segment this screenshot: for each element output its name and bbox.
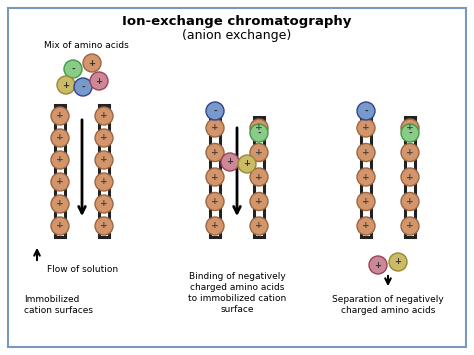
Text: -: - [364, 106, 368, 115]
Text: +: + [211, 124, 219, 132]
Text: +: + [56, 133, 64, 142]
Circle shape [357, 192, 375, 211]
Text: +: + [406, 173, 414, 181]
Circle shape [206, 143, 224, 162]
Circle shape [357, 102, 375, 120]
Text: +: + [394, 257, 401, 267]
Circle shape [401, 143, 419, 162]
Circle shape [95, 129, 113, 147]
Text: -: - [257, 129, 261, 137]
Text: +: + [255, 222, 263, 230]
Circle shape [95, 173, 113, 191]
Circle shape [401, 192, 419, 211]
Text: Immobilized
cation surfaces: Immobilized cation surfaces [24, 295, 93, 315]
Text: +: + [211, 148, 219, 157]
Circle shape [51, 173, 69, 191]
Text: Binding of negatively
charged amino acids
to immobilized cation
surface: Binding of negatively charged amino acid… [188, 272, 286, 314]
Circle shape [389, 253, 407, 271]
Text: -: - [408, 129, 412, 137]
Circle shape [90, 72, 108, 90]
Text: +: + [255, 173, 263, 181]
Text: +: + [406, 222, 414, 230]
Text: +: + [227, 158, 234, 166]
Text: Ion-exchange chromatography: Ion-exchange chromatography [122, 16, 352, 28]
Text: +: + [100, 222, 108, 230]
Circle shape [357, 143, 375, 162]
Text: +: + [100, 200, 108, 208]
Text: -: - [71, 65, 75, 73]
Text: +: + [406, 197, 414, 206]
Text: +: + [255, 124, 263, 132]
Text: +: + [211, 197, 219, 206]
Text: Flow of solution: Flow of solution [47, 264, 118, 273]
Circle shape [250, 143, 268, 162]
Circle shape [401, 168, 419, 186]
Circle shape [206, 102, 224, 120]
Text: +: + [100, 178, 108, 186]
Circle shape [95, 151, 113, 169]
Circle shape [51, 195, 69, 213]
Circle shape [51, 151, 69, 169]
Circle shape [51, 107, 69, 125]
Circle shape [206, 119, 224, 137]
Text: +: + [255, 197, 263, 206]
Text: +: + [100, 111, 108, 120]
Circle shape [250, 217, 268, 235]
Text: +: + [211, 173, 219, 181]
Circle shape [95, 107, 113, 125]
Circle shape [206, 192, 224, 211]
Circle shape [57, 76, 75, 94]
Circle shape [95, 195, 113, 213]
Circle shape [206, 168, 224, 186]
Circle shape [51, 217, 69, 235]
Text: +: + [100, 133, 108, 142]
Circle shape [357, 168, 375, 186]
Circle shape [250, 124, 268, 142]
Text: -: - [213, 106, 217, 115]
Text: +: + [56, 155, 64, 164]
Text: +: + [56, 111, 64, 120]
Circle shape [51, 129, 69, 147]
Circle shape [357, 119, 375, 137]
Circle shape [401, 217, 419, 235]
Text: +: + [244, 159, 250, 169]
Circle shape [74, 78, 92, 96]
Text: -: - [81, 82, 85, 92]
Text: +: + [362, 148, 370, 157]
Circle shape [250, 192, 268, 211]
Text: Separation of negatively
charged amino acids: Separation of negatively charged amino a… [332, 295, 444, 315]
Circle shape [238, 155, 256, 173]
Text: +: + [56, 178, 64, 186]
Circle shape [206, 217, 224, 235]
Text: +: + [362, 197, 370, 206]
Text: +: + [100, 155, 108, 164]
Text: +: + [255, 148, 263, 157]
Circle shape [64, 60, 82, 78]
Text: +: + [406, 124, 414, 132]
Text: +: + [56, 222, 64, 230]
Text: +: + [362, 173, 370, 181]
Text: +: + [63, 81, 70, 89]
Circle shape [83, 54, 101, 72]
Text: +: + [374, 261, 382, 269]
Text: +: + [89, 59, 95, 67]
Circle shape [369, 256, 387, 274]
Text: +: + [95, 76, 102, 86]
Circle shape [357, 217, 375, 235]
Circle shape [401, 119, 419, 137]
FancyBboxPatch shape [8, 8, 466, 347]
Circle shape [221, 153, 239, 171]
Text: +: + [56, 200, 64, 208]
Text: Mix of amino acids: Mix of amino acids [44, 40, 129, 49]
Text: +: + [211, 222, 219, 230]
Circle shape [401, 124, 419, 142]
Text: +: + [362, 222, 370, 230]
Circle shape [250, 168, 268, 186]
Text: +: + [406, 148, 414, 157]
Text: (anion exchange): (anion exchange) [182, 28, 292, 42]
Circle shape [250, 119, 268, 137]
Circle shape [95, 217, 113, 235]
Text: +: + [362, 124, 370, 132]
